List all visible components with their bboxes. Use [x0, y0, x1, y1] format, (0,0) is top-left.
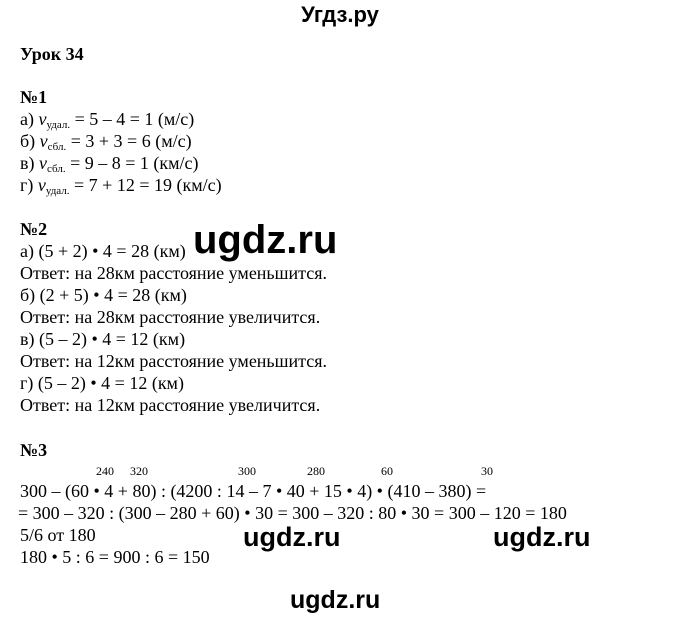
watermark: ugdz.ru [243, 522, 341, 552]
task2-line: г) (5 – 2) • 4 = 12 (км) [20, 373, 184, 393]
task2-answer: Ответ: на 12км расстояние уменьшится. [20, 351, 327, 371]
intermediate-value: 60 [381, 464, 393, 478]
task1-line: в) vсбл. = 9 – 8 = 1 (км/с) [20, 153, 199, 175]
task2-answer: Ответ: на 12км расстояние увеличится. [20, 395, 321, 415]
task1-line: б) vсбл. = 3 + 3 = 6 (м/с) [20, 131, 192, 153]
task1-line: а) vудал. = 5 – 4 = 1 (м/с) [20, 109, 195, 131]
task3-line: 300 – (60 • 4 + 80) : (4200 : 14 – 7 • 4… [20, 481, 487, 501]
lesson-title: Урок 34 [20, 44, 84, 64]
intermediate-value: 240 [96, 464, 114, 478]
task2-answer: Ответ: на 28км расстояние уменьшится. [20, 263, 327, 283]
task3-line: 5/6 от 180 [20, 525, 96, 545]
task1-title: №1 [20, 87, 48, 107]
task3-line: 180 • 5 : 6 = 900 : 6 = 150 [20, 547, 210, 567]
watermark: ugdz.ru [493, 522, 591, 552]
watermark: ugdz.ru [290, 586, 381, 614]
task3-title: №3 [20, 440, 48, 460]
task2-title: №2 [20, 219, 48, 239]
task2-answer: Ответ: на 28км расстояние увеличится. [20, 307, 321, 327]
task2-line: в) (5 – 2) • 4 = 12 (км) [20, 329, 186, 349]
task3-line: = 300 – 320 : (300 – 280 + 60) • 30 = 30… [18, 503, 567, 523]
intermediate-value: 320 [130, 464, 148, 478]
intermediate-value: 300 [238, 464, 256, 478]
intermediate-value: 280 [307, 464, 325, 478]
task2-line: б) (2 + 5) • 4 = 28 (км) [20, 285, 187, 305]
task2-line: а) (5 + 2) • 4 = 28 (км) [20, 241, 186, 261]
watermark: ugdz.ru [193, 218, 338, 262]
task1-line: г) vудал. = 7 + 12 = 19 (км/с) [20, 175, 222, 197]
intermediate-value: 30 [481, 464, 493, 478]
site-title: Угдз.ру [301, 2, 379, 27]
